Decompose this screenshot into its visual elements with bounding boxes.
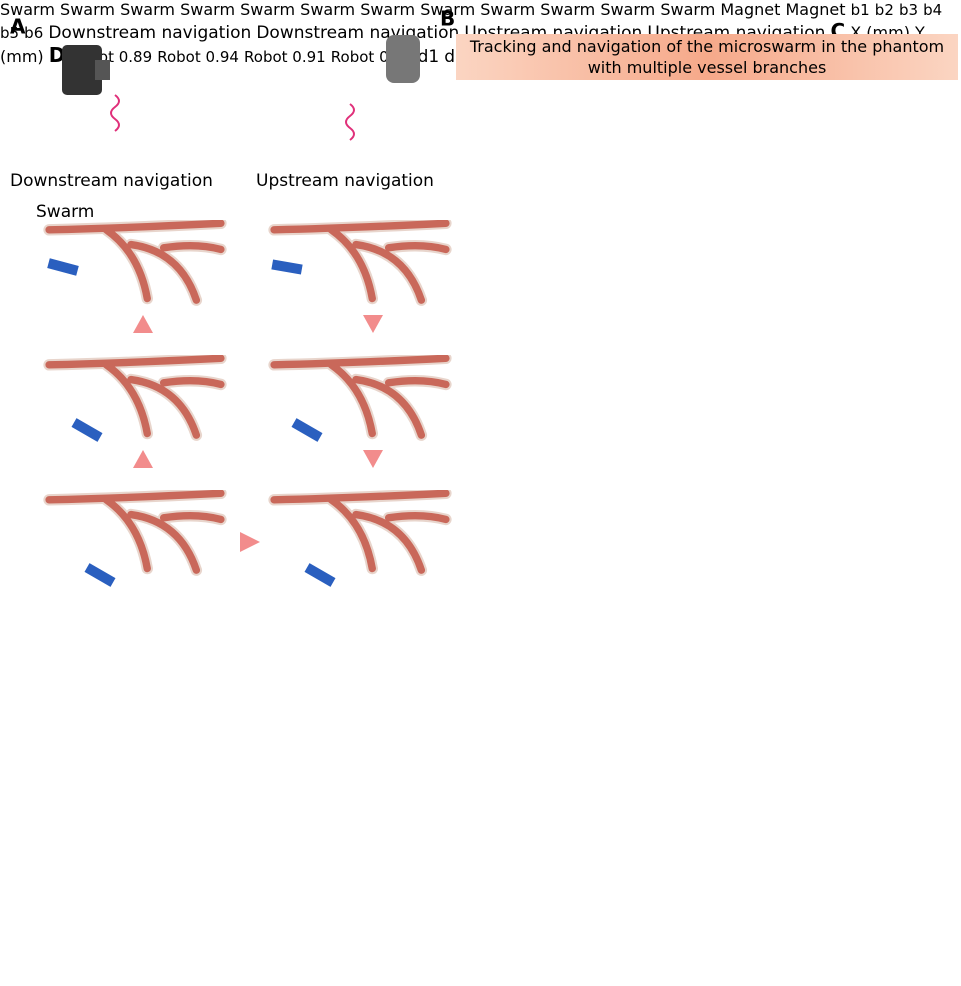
column-title: Upstream navigation <box>256 171 434 191</box>
vessel-diagrams <box>47 223 446 587</box>
panel-title: Tracking and navigation of the microswar… <box>456 34 958 80</box>
page: A Downstream navigation Upstream navigat… <box>0 0 961 986</box>
panel-label: A <box>10 15 26 39</box>
swarm-label: Swarm <box>36 202 94 222</box>
figure: A Downstream navigation Upstream navigat… <box>0 0 961 986</box>
panel-label: B <box>440 7 455 31</box>
camera-icon <box>346 35 420 140</box>
column-title: Downstream navigation <box>10 171 213 191</box>
camera-icon <box>62 45 119 131</box>
